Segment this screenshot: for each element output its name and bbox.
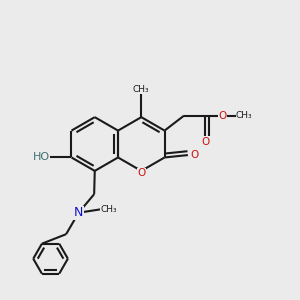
Text: CH₃: CH₃	[100, 205, 117, 214]
Text: HO: HO	[32, 152, 50, 163]
Text: CH₃: CH₃	[133, 85, 150, 94]
Text: O: O	[219, 111, 227, 121]
Text: O: O	[137, 168, 146, 178]
Text: CH₃: CH₃	[236, 111, 253, 120]
Text: O: O	[201, 137, 210, 147]
Text: O: O	[190, 150, 199, 160]
Text: N: N	[74, 206, 83, 219]
